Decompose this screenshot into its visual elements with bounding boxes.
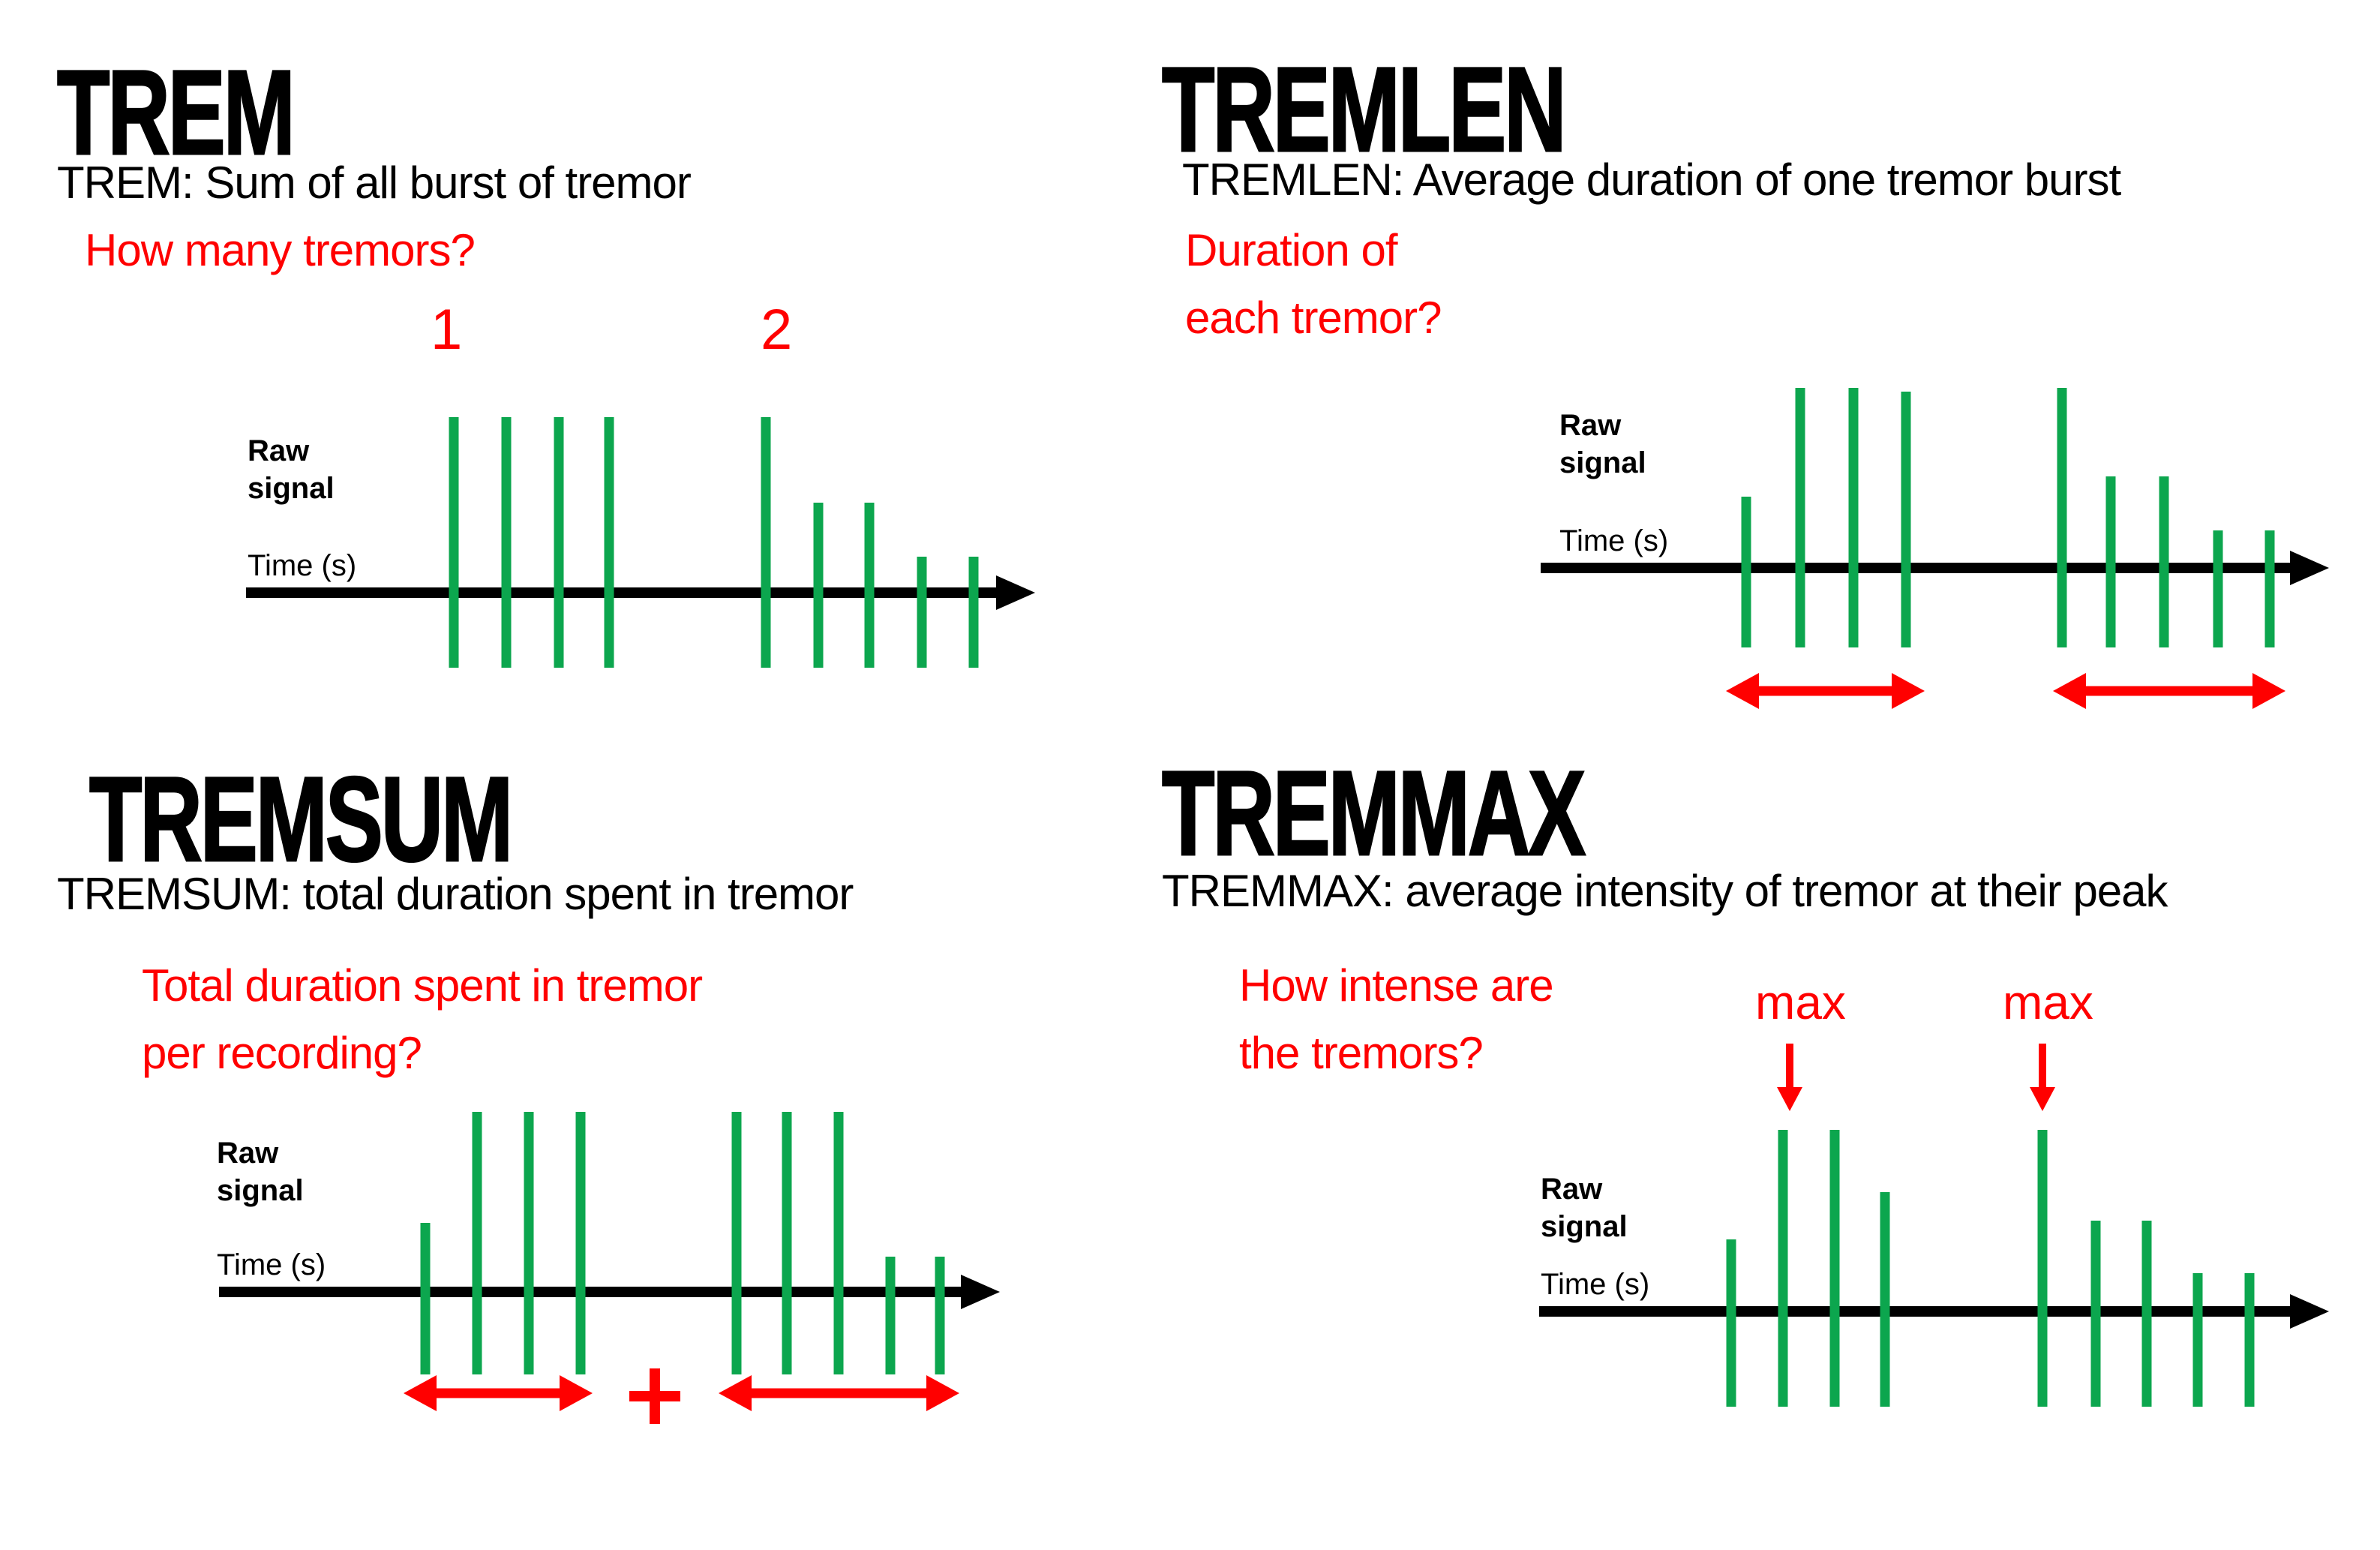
duration-arrow-left-head-icon <box>1726 673 1759 709</box>
time-axis-arrowhead-icon <box>2290 1294 2329 1329</box>
raw-signal-line1: Raw <box>1559 409 1622 442</box>
panel-subtitle-trem: TREM: Sum of all burst of tremor <box>57 158 692 208</box>
raw-signal-line2: signal <box>248 472 335 505</box>
duration-arrow-right-head-icon <box>926 1375 959 1411</box>
panel-subtitle-tremsum: TREMSUM: total duration spent in tremor <box>57 869 854 919</box>
question-tremlen-line2: each tremor? <box>1185 293 1442 343</box>
duration-arrow-right-head-icon <box>560 1375 593 1411</box>
question-tremlen-line1: Duration of <box>1185 225 1397 275</box>
panel-title-tremmax: TREMMAX <box>1161 746 1586 880</box>
burst-number-1: 1 <box>431 298 463 362</box>
question-tremsum-line1: Total duration spent in tremor <box>142 960 703 1011</box>
panel-subtitle-tremmax: TREMMAX: average intensity of tremor at … <box>1162 866 2168 916</box>
duration-arrow-left-head-icon <box>719 1375 752 1411</box>
max-arrow-head-icon <box>2030 1087 2055 1111</box>
time-axis-arrowhead-icon <box>996 575 1035 610</box>
panel-title-tremlen: TREMLEN <box>1161 42 1568 176</box>
raw-signal-label-trem: Raw signal <box>248 432 335 507</box>
max-arrow-head-icon <box>1777 1087 1802 1111</box>
question-tremmax-line1: How intense are <box>1239 960 1554 1011</box>
time-axis-label-tremmax: Time (s) <box>1541 1268 1650 1301</box>
duration-arrow-right-head-icon <box>2252 673 2285 709</box>
raw-signal-line1: Raw <box>248 434 310 467</box>
duration-arrow-left-head-icon <box>404 1375 437 1411</box>
question-tremmax-line2: the tremors? <box>1239 1028 1484 1078</box>
raw-signal-line1: Raw <box>217 1137 279 1170</box>
time-axis-label-tremlen: Time (s) <box>1559 524 1669 557</box>
panel-title-tremsum: TREMSUM <box>89 752 514 886</box>
time-axis-arrowhead-icon <box>961 1275 1000 1309</box>
max-label-1: max <box>1755 975 1846 1029</box>
max-label-2: max <box>2003 975 2093 1029</box>
raw-signal-label-tremlen: Raw signal <box>1559 407 1646 482</box>
duration-arrow-left-head-icon <box>2053 673 2086 709</box>
raw-signal-line2: signal <box>217 1174 304 1207</box>
question-tremsum-line2: per recording? <box>142 1028 422 1078</box>
burst-number-2: 2 <box>761 298 793 362</box>
raw-signal-label-tremmax: Raw signal <box>1541 1170 1628 1245</box>
panel-title-trem: TREM <box>56 45 296 179</box>
duration-arrow-right-head-icon <box>1892 673 1925 709</box>
raw-signal-line2: signal <box>1541 1210 1628 1243</box>
raw-signal-line1: Raw <box>1541 1173 1603 1206</box>
time-axis-arrowhead-icon <box>2290 551 2329 585</box>
time-axis-label-tremsum: Time (s) <box>217 1248 326 1281</box>
question-trem-line1: How many tremors? <box>85 225 476 275</box>
raw-signal-label-tremsum: Raw signal <box>217 1134 304 1209</box>
raw-signal-line2: signal <box>1559 446 1646 479</box>
time-axis-label-trem: Time (s) <box>248 549 357 582</box>
panel-subtitle-tremlen: TREMLEN: Average duration of one tremor … <box>1182 155 2121 205</box>
